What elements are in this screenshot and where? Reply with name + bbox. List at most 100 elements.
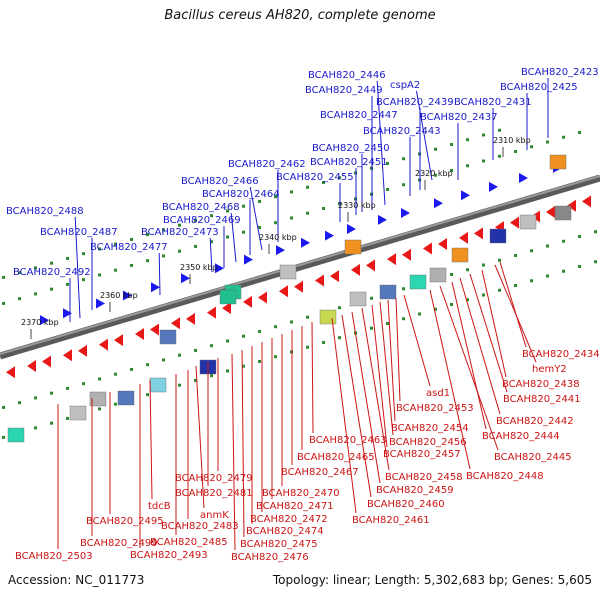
forward-gene-label: BCAH820_2447 [320,110,398,121]
label-leader-lines [57,78,549,551]
forward-gene-label: BCAH820_2473 [141,227,219,238]
gene-domain-box [379,284,397,300]
tick-dot [50,287,53,291]
tick-dot [530,145,533,149]
reverse-gene-label: BCAH820_2456 [389,437,467,448]
tick-dot [98,377,101,381]
tick-dot [402,317,405,321]
reverse-gene-leader-line [311,321,314,434]
tick-dot [2,275,5,279]
reverse-gene-leader-line [149,379,153,500]
reverse-gene-leader-line [403,294,431,387]
tick-dot [290,190,293,194]
reverse-gene-label: BCAH820_2458 [385,472,463,483]
reverse-gene-arrow [243,295,252,308]
reverse-gene-label: anmK [200,510,229,521]
reverse-gene-arrow [99,338,108,351]
reverse-gene-label: asd1 [426,388,450,399]
tick-dot [258,199,261,203]
reverse-gene-arrow [114,334,123,347]
tick-dot [226,369,229,373]
tick-dot [482,159,485,163]
gene-domain-box [219,289,237,305]
tick-dot [2,301,5,305]
forward-gene-arrow [123,290,132,301]
reverse-gene-arrow [207,306,216,319]
reverse-gene-arrow [366,259,375,272]
reverse-gene-arrow [567,199,576,212]
tick-dot [402,157,405,161]
forward-gene-arrow [401,208,410,219]
forward-gene-label: BCAH820_2451 [310,157,388,168]
map-title: Bacillus cereus AH820, complete genome [164,8,436,23]
reverse-gene-leader-line [361,307,390,471]
tick-dot [18,401,21,405]
tick-dot [514,283,517,287]
reverse-gene-label: BCAH820_2481 [175,488,253,499]
tick-dot [482,133,485,137]
scale-tick-label: 2360 kbp [100,291,138,300]
forward-gene-arrow [96,298,105,309]
reverse-gene-arrow [546,206,555,219]
tick-dot [386,187,389,191]
tick-dot [114,242,117,246]
tick-dot [434,147,437,151]
reverse-gene-label: BCAH820_2475 [240,539,318,550]
tick-dot [514,253,517,257]
tick-dot [322,180,325,184]
tick-dot [434,173,437,177]
reverse-gene-label: BCAH820_2474 [246,526,324,537]
tick-dot [210,344,213,348]
reverse-gene-label: BCAH820_2479 [175,473,253,484]
tick-dot [466,268,469,272]
gene-features [6,154,591,443]
tick-dot [338,176,341,180]
reverse-gene-label: BCAH820_2495 [86,516,164,527]
genome-summary-text: Topology: linear; Length: 5,302,683 bp; … [272,573,592,587]
reverse-gene-leader-line [371,304,388,448]
tick-dot [130,367,133,371]
reverse-gene-leader-line [387,299,396,422]
accession-text: Accession: NC_011773 [8,573,145,587]
reverse-gene-label: BCAH820_2472 [250,514,328,525]
tick-dot [322,340,325,344]
tick-dot [66,256,69,260]
forward-gene-label: BCAH820_2469 [163,215,241,226]
forward-gene-arrow [151,282,160,293]
tick-dot [178,249,181,253]
tick-dot [274,325,277,329]
forward-gene-leader-line [230,212,237,263]
gene-domain-box [554,205,572,221]
tick-dot [514,149,517,153]
forward-gene-label: BCAH820_2431 [454,97,532,108]
reverse-gene-label: BCAH820_2465 [297,452,375,463]
reverse-gene-arrow [27,359,36,372]
forward-gene-label: BCAH820_2443 [363,126,441,137]
tick-dot [18,271,21,275]
reverse-gene-label: BCAH820_2453 [396,403,474,414]
tick-dot [370,296,373,300]
tick-dot [146,259,149,263]
forward-gene-arrow [434,198,443,209]
tick-dot [562,269,565,273]
gene-domain-box [159,329,177,345]
tick-dot [450,142,453,146]
reverse-gene-label: BCAH820_2483 [161,521,239,532]
gene-domain-box [349,291,367,307]
reverse-gene-arrow [315,274,324,287]
tick-dot [114,268,117,272]
reverse-gene-leader-line [494,264,537,363]
tick-dot [34,426,37,430]
forward-gene-arrow [40,315,49,326]
tick-dot [306,211,309,215]
reverse-gene-arrow [171,317,180,330]
tick-dot [98,407,101,411]
tick-dot [546,274,549,278]
forward-gene-label: cspA2 [390,80,420,91]
tick-dot [370,326,373,330]
forward-gene-label: BCAH820_2446 [308,70,386,81]
reverse-gene-label: BCAH820_2457 [383,449,461,460]
tick-dot [2,405,5,409]
tick-dot [162,254,165,258]
reverse-gene-leader-line [341,314,372,498]
